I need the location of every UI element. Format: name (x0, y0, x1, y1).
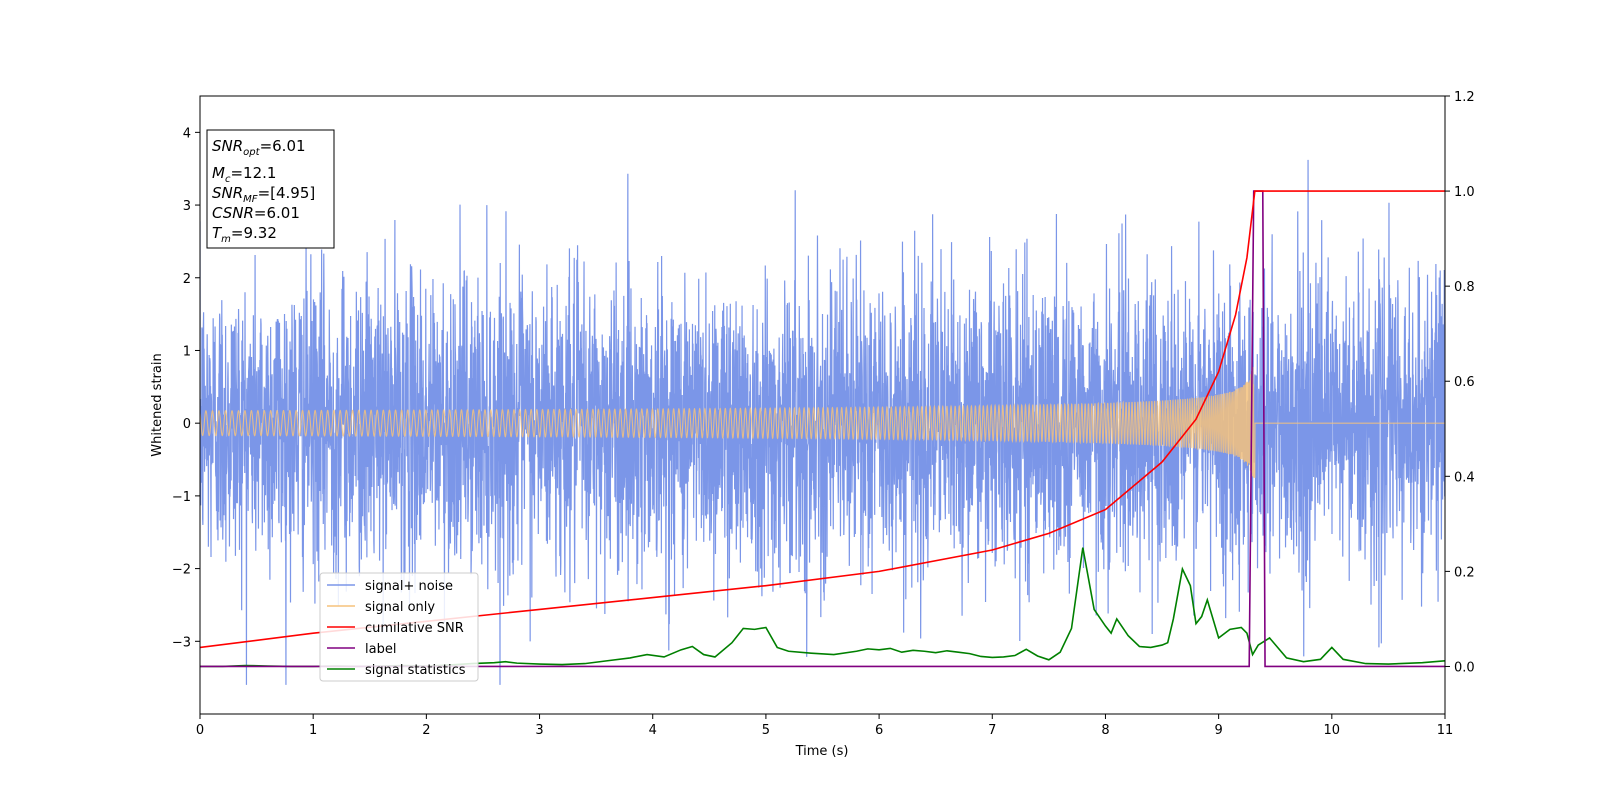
y-tick-label: −1 (172, 490, 191, 505)
info-line-snr-opt: SNRopt=6.01 (212, 137, 306, 158)
x-tick-label: 3 (535, 723, 543, 738)
legend-label-label: label (365, 642, 396, 657)
y-axis-label: Whitened strain (150, 353, 165, 456)
info-box: SNRopt=6.01 Mc=12.1 SNRMF=[4.95] CSNR=6.… (206, 129, 335, 249)
x-tick-label: 2 (422, 723, 430, 738)
legend-label-signal-only: signal only (365, 600, 435, 615)
series-signal-noise (200, 159, 1445, 685)
legend-label-cumulative-snr: cumilative SNR (365, 621, 464, 636)
series-layer (200, 159, 1445, 685)
y2-tick-label: 0.6 (1454, 375, 1475, 390)
y2-tick-label: 0.8 (1454, 280, 1475, 295)
x-tick-label: 6 (875, 723, 883, 738)
series-cumulative-snr (200, 190, 1445, 649)
x-tick-label: 9 (1214, 723, 1222, 738)
info-line-csnr: CSNR=6.01 (212, 204, 300, 222)
legend-label-signal-statistics: signal statistics (365, 663, 466, 678)
y2-tick-label: 0.0 (1454, 660, 1475, 675)
info-line-snr-mf: SNRMF=[4.95] (212, 184, 315, 205)
x-axis-label: Time (s) (795, 744, 849, 759)
info-line-mc: Mc=12.1 (212, 164, 276, 185)
x-tick-label: 1 (309, 723, 317, 738)
y2-tick-label: 1.0 (1454, 185, 1475, 200)
x-tick-label: 11 (1437, 723, 1454, 738)
y2-tick-label: 0.4 (1454, 470, 1475, 485)
y-tick-label: 0 (183, 417, 191, 432)
x-tick-label: 7 (988, 723, 996, 738)
x-tick-label: 4 (649, 723, 657, 738)
legend: signal+ noise signal only cumilative SNR… (319, 572, 479, 682)
y-tick-label: 2 (183, 272, 191, 287)
y-tick-label: 3 (183, 199, 191, 214)
y-tick-label: 1 (183, 344, 191, 359)
x-tick-label: 0 (196, 723, 204, 738)
x-tick-label: 5 (762, 723, 770, 738)
x-tick-label: 10 (1324, 723, 1341, 738)
x-tick-label: 8 (1101, 723, 1109, 738)
plot-frame (199, 95, 1446, 715)
legend-frame (319, 572, 479, 682)
info-line-tm: Tm=9.32 (212, 224, 277, 245)
y2-tick-label: 1.2 (1454, 90, 1475, 105)
y2-tick-label: 0.2 (1454, 565, 1475, 580)
y-tick-label: −3 (172, 635, 191, 650)
y-tick-label: 4 (183, 126, 191, 141)
info-box-frame (206, 129, 335, 249)
axes-layer: 0 1 2 3 4 5 6 7 8 9 10 11 −3 −2 −1 0 1 2 3 4 0.0 0.2 0.4 0.6 0.8… (172, 90, 1475, 738)
y-tick-label: −2 (172, 563, 191, 578)
series-signal-statistics (200, 547, 1445, 668)
legend-label-signal-noise: signal+ noise (365, 579, 453, 594)
series-signal-only (200, 367, 1445, 478)
